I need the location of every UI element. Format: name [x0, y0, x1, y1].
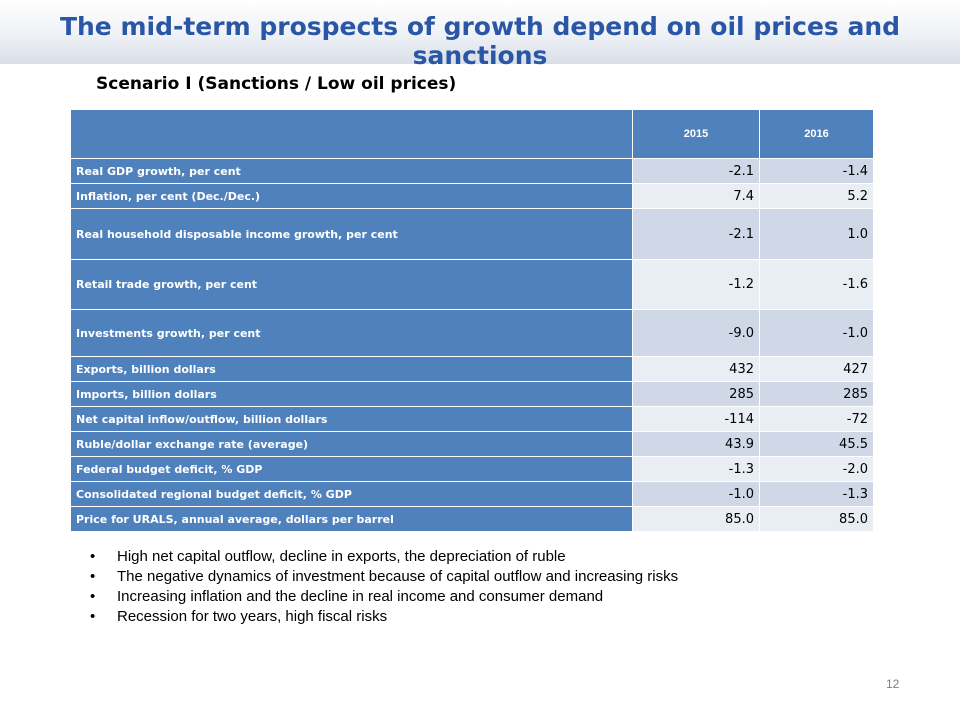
bullet-dot-icon: • [90, 588, 96, 605]
bullet-item: • Increasing inflation and the decline in… [90, 587, 678, 607]
cell-2015: -114 [632, 406, 760, 432]
row-label: Imports, billion dollars [70, 381, 633, 407]
cell-2016: -72 [759, 406, 874, 432]
table-row: Federal budget deficit, % GDP -1.3 -2.0 [70, 456, 874, 482]
bullet-item: • Recession for two years, high fiscal ri… [90, 607, 678, 627]
cell-2015: -1.2 [632, 259, 760, 310]
bullet-list: • High net capital outflow, decline in ex… [90, 547, 678, 627]
table-row: Real household disposable income growth,… [70, 208, 874, 260]
cell-2016: 85.0 [759, 506, 874, 532]
scenario-subtitle: Scenario I (Sanctions / Low oil prices) [96, 74, 457, 94]
row-label: Real household disposable income growth,… [70, 208, 633, 260]
cell-2015: -1.0 [632, 481, 760, 507]
cell-2016: 45.5 [759, 431, 874, 457]
bullet-dot-icon: • [90, 548, 96, 565]
row-label: Net capital inflow/outflow, billion doll… [70, 406, 633, 432]
cell-2016: -2.0 [759, 456, 874, 482]
table-row: Price for URALS, annual average, dollars… [70, 506, 874, 532]
row-label: Retail trade growth, per cent [70, 259, 633, 310]
cell-2016: -1.0 [759, 309, 874, 357]
table-row: Consolidated regional budget deficit, % … [70, 481, 874, 507]
cell-2016: -1.3 [759, 481, 874, 507]
row-label: Exports, billion dollars [70, 356, 633, 382]
row-label: Inflation, per cent (Dec./Dec.) [70, 183, 633, 209]
table-row: Imports, billion dollars 285 285 [70, 381, 874, 407]
cell-2016: 5.2 [759, 183, 874, 209]
cell-2016: -1.6 [759, 259, 874, 310]
cell-2015: 85.0 [632, 506, 760, 532]
cell-2016: 427 [759, 356, 874, 382]
cell-2015: 43.9 [632, 431, 760, 457]
cell-2015: 432 [632, 356, 760, 382]
title-bar [0, 0, 960, 64]
table-header-row: 2015 2016 [70, 109, 874, 159]
bullet-text: Increasing inflation and the decline in … [117, 588, 604, 605]
bullet-text: Recession for two years, high fiscal ris… [117, 608, 388, 625]
bullet-dot-icon: • [90, 608, 96, 625]
forecast-table: 2015 2016 Real GDP growth, per cent -2.1… [70, 109, 874, 532]
cell-2015: 285 [632, 381, 760, 407]
table-row: Exports, billion dollars 432 427 [70, 356, 874, 382]
bullet-text: The negative dynamics of investment beca… [117, 568, 679, 585]
cell-2016: -1.4 [759, 158, 874, 184]
row-label: Ruble/dollar exchange rate (average) [70, 431, 633, 457]
slide-title: The mid-term prospects of growth depend … [59, 12, 901, 70]
table-row: Investments growth, per cent -9.0 -1.0 [70, 309, 874, 357]
table-row: Net capital inflow/outflow, billion doll… [70, 406, 874, 432]
row-label: Real GDP growth, per cent [70, 158, 633, 184]
table-row: Retail trade growth, per cent -1.2 -1.6 [70, 259, 874, 310]
cell-2015: -9.0 [632, 309, 760, 357]
header-cell [70, 109, 633, 159]
row-label: Federal budget deficit, % GDP [70, 456, 633, 482]
cell-2015: -1.3 [632, 456, 760, 482]
cell-2015: -2.1 [632, 208, 760, 260]
page-number: 12 [886, 677, 900, 691]
row-label: Investments growth, per cent [70, 309, 633, 357]
bullet-dot-icon: • [90, 568, 96, 585]
cell-2015: 7.4 [632, 183, 760, 209]
table-row: Ruble/dollar exchange rate (average) 43.… [70, 431, 874, 457]
cell-2015: -2.1 [632, 158, 760, 184]
header-cell-2016: 2016 [759, 109, 874, 159]
cell-2016: 1.0 [759, 208, 874, 260]
table-row: Real GDP growth, per cent -2.1 -1.4 [70, 158, 874, 184]
header-cell-2015: 2015 [632, 109, 760, 159]
bullet-item: • High net capital outflow, decline in ex… [90, 547, 678, 567]
bullet-item: • The negative dynamics of investment bec… [90, 567, 678, 587]
table-row: Inflation, per cent (Dec./Dec.) 7.4 5.2 [70, 183, 874, 209]
bullet-text: High net capital outflow, decline in exp… [117, 548, 566, 565]
row-label: Consolidated regional budget deficit, % … [70, 481, 633, 507]
row-label: Price for URALS, annual average, dollars… [70, 506, 633, 532]
cell-2016: 285 [759, 381, 874, 407]
